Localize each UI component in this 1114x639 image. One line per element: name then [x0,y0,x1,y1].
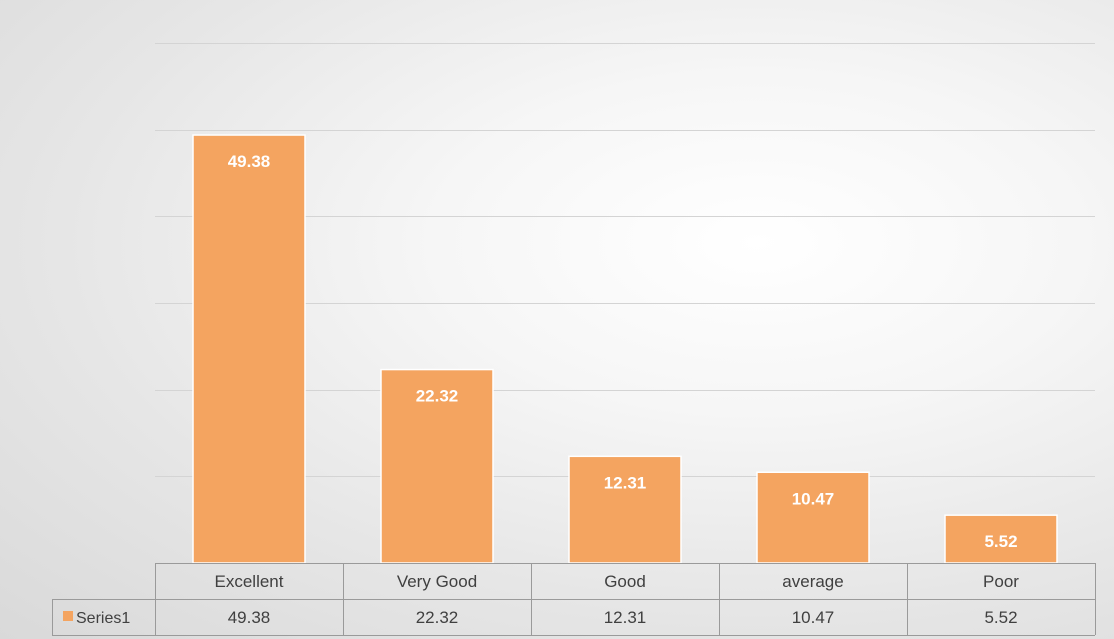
bar-poor [944,514,1058,564]
category-label: Poor [983,572,1019,591]
series-name: Series1 [76,610,130,627]
bar-average [756,471,870,564]
data-table: Excellent Very Good Good average Poor 49.38 22… [52,563,1096,636]
data-label: 49.38 [228,152,271,171]
table-value-cell: 5.52 [984,608,1017,627]
data-label: 10.47 [792,489,835,508]
legend-key [63,611,73,621]
bar-excellent [192,134,306,564]
category-label: average [782,572,843,591]
category-label: Good [604,572,646,591]
category-label: Excellent [215,572,284,591]
data-label: 22.32 [416,387,459,406]
data-label: 12.31 [604,473,647,492]
bars: 49.38 22.32 12.31 10.47 5.52 [192,134,1058,564]
table-value-cell: 10.47 [792,608,835,627]
bar-good [568,455,682,564]
data-label: 5.52 [984,532,1017,551]
table-value-cell: 12.31 [604,608,647,627]
gridlines [155,43,1095,477]
table-value-cell: 22.32 [416,608,459,627]
category-label: Very Good [397,572,477,591]
table-value-cell: 49.38 [228,608,271,627]
